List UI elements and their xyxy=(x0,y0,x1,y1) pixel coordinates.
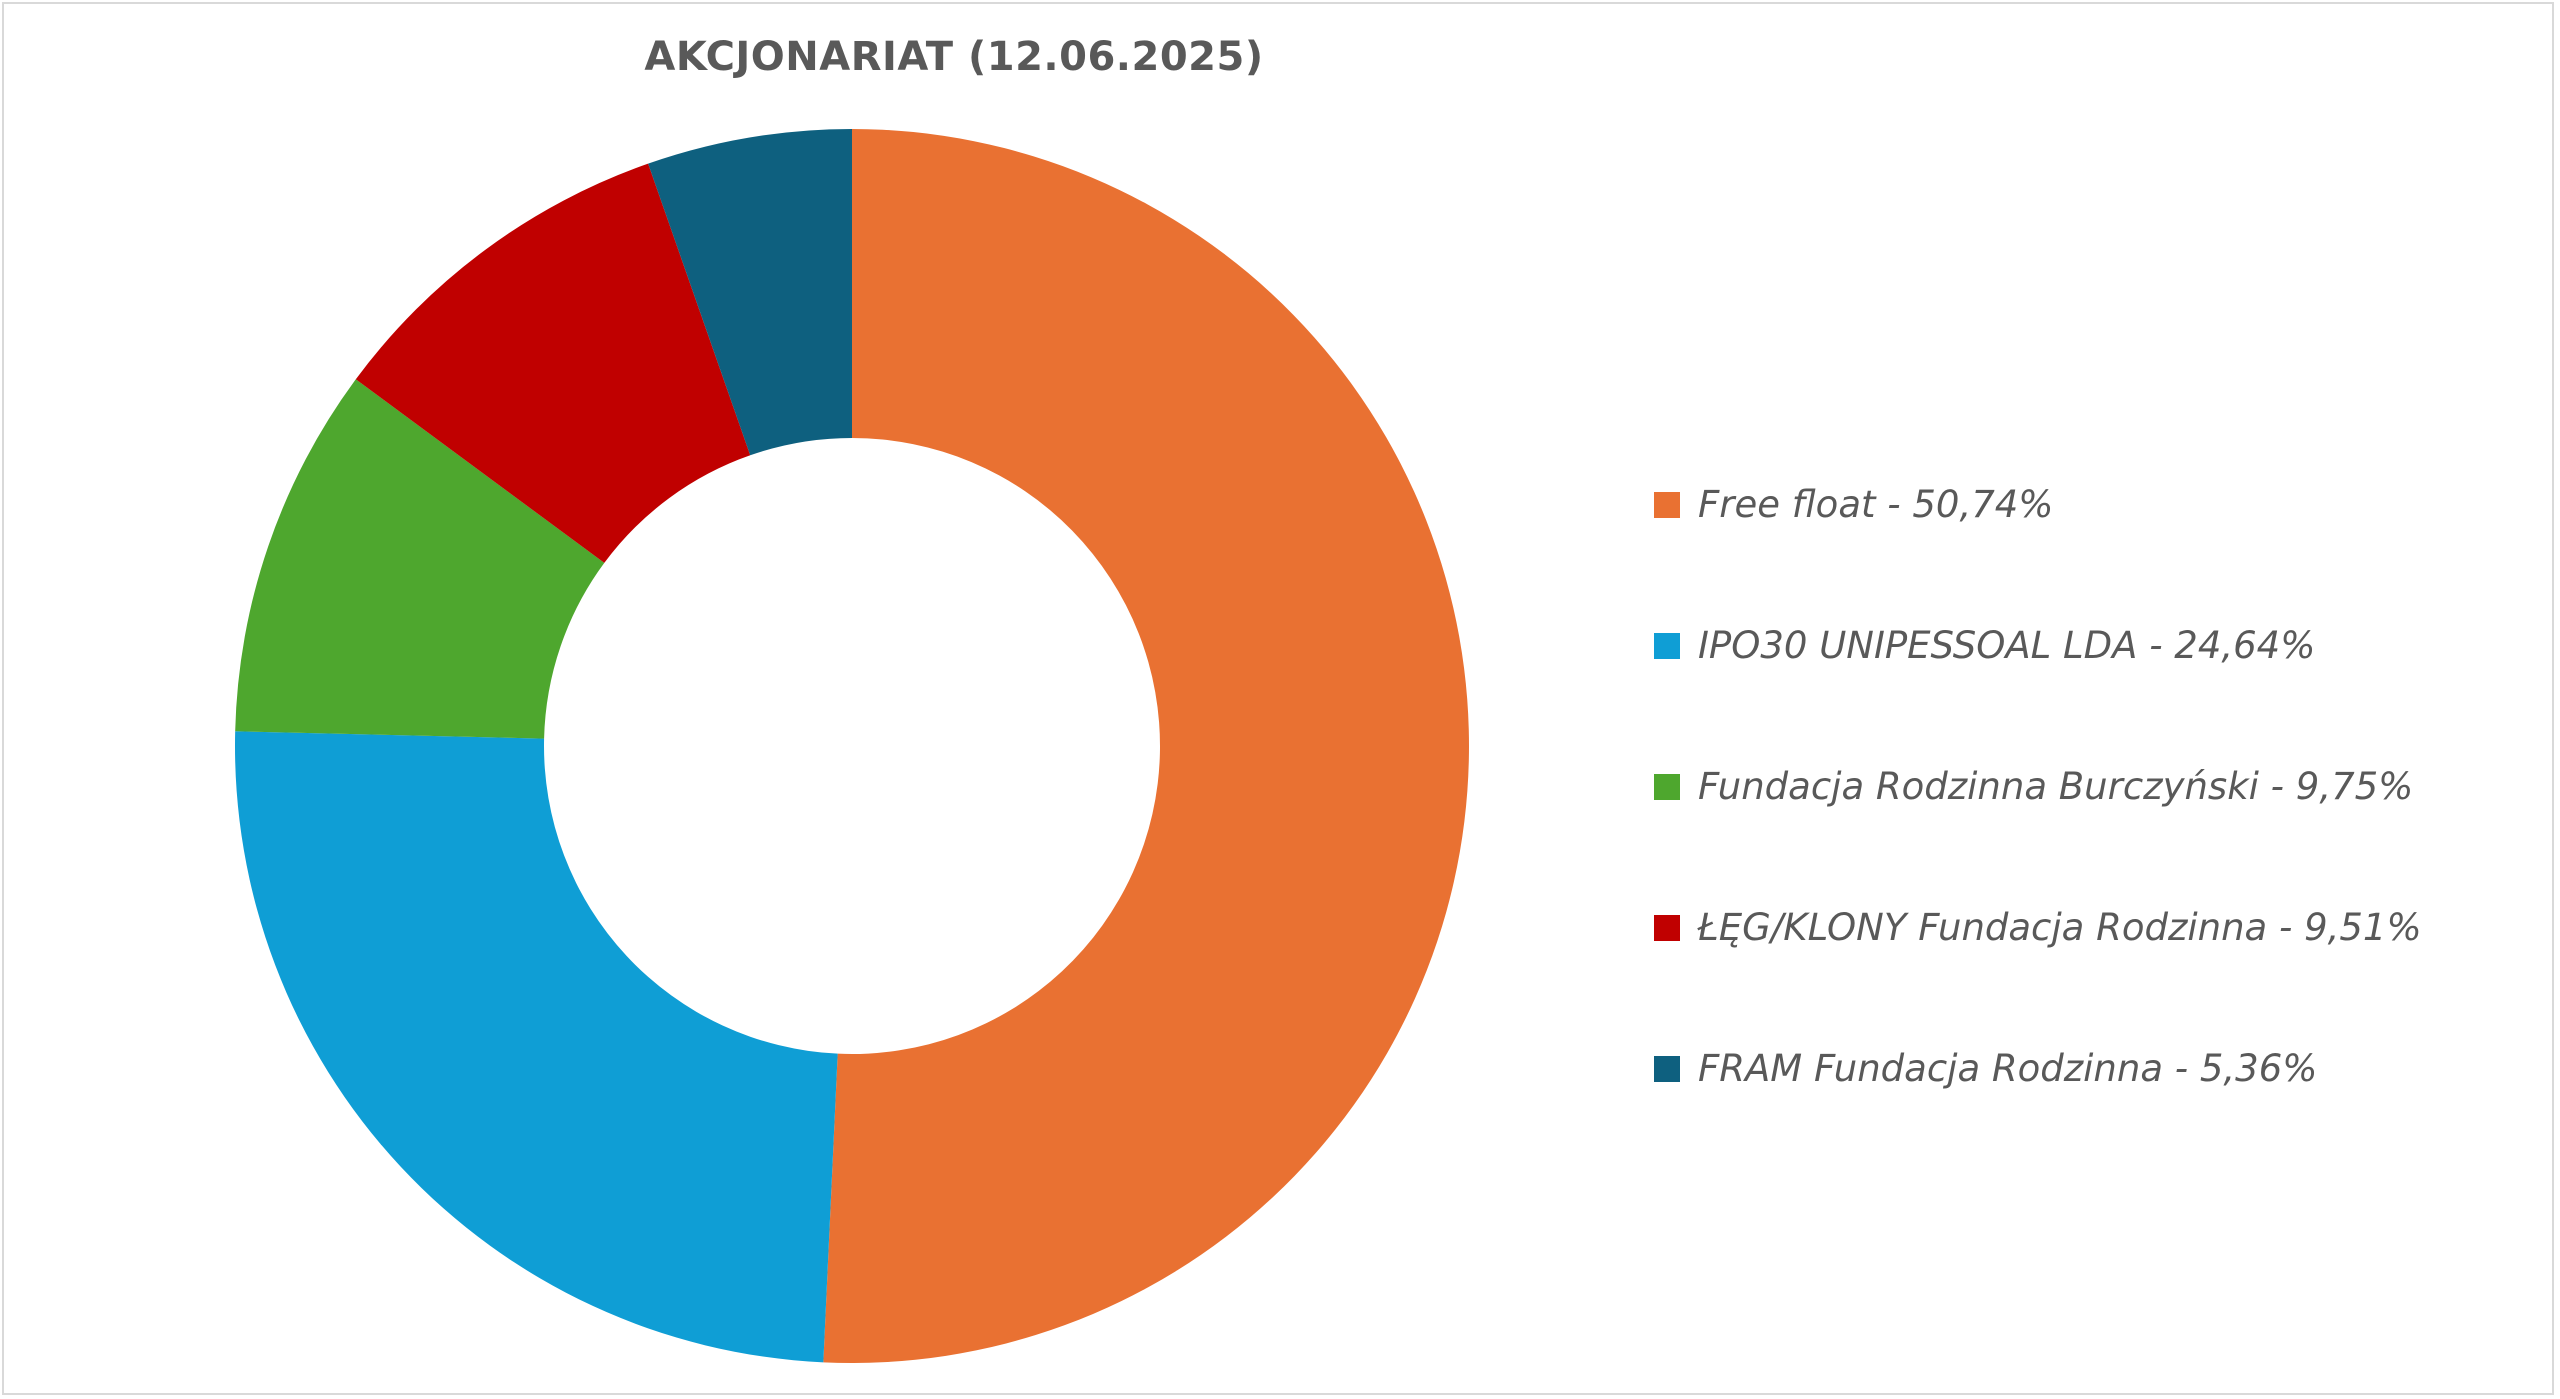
legend-swatch xyxy=(1654,914,1680,941)
legend-label: ŁĘG/KLONY Fundacja Rodzinna - 9,51% xyxy=(1698,906,2422,949)
donut-slice-3 xyxy=(355,163,751,563)
legend-item-burczynski: Fundacja Rodzinna Burczyński - 9,75% xyxy=(1654,716,2422,857)
legend-item-fram: FRAM Fundacja Rodzinna - 5,36% xyxy=(1654,998,2422,1139)
donut-slices xyxy=(234,129,1469,1363)
donut-slice-1 xyxy=(234,731,838,1363)
legend-label: FRAM Fundacja Rodzinna - 5,36% xyxy=(1698,1047,2318,1090)
legend-swatch xyxy=(1654,1055,1680,1082)
donut-slice-2 xyxy=(235,379,605,739)
legend-label: IPO30 UNIPESSOAL LDA - 24,64% xyxy=(1698,624,2316,667)
donut-chart xyxy=(234,129,1469,1363)
chart-title: AKCJONARIAT (12.06.2025) xyxy=(644,34,1264,80)
legend-item-leg-klony: ŁĘG/KLONY Fundacja Rodzinna - 9,51% xyxy=(1654,857,2422,998)
legend-swatch xyxy=(1654,491,1680,518)
legend-item-ipo30: IPO30 UNIPESSOAL LDA - 24,64% xyxy=(1654,575,2422,716)
legend-swatch xyxy=(1654,773,1680,800)
donut-slice-4 xyxy=(648,129,852,456)
legend-swatch xyxy=(1654,632,1680,659)
donut-slice-0 xyxy=(823,129,1469,1363)
legend-label: Free float - 50,74% xyxy=(1698,483,2054,526)
legend: Free float - 50,74% IPO30 UNIPESSOAL LDA… xyxy=(1654,434,2422,1139)
legend-label: Fundacja Rodzinna Burczyński - 9,75% xyxy=(1698,765,2414,808)
legend-item-free-float: Free float - 50,74% xyxy=(1654,434,2422,575)
